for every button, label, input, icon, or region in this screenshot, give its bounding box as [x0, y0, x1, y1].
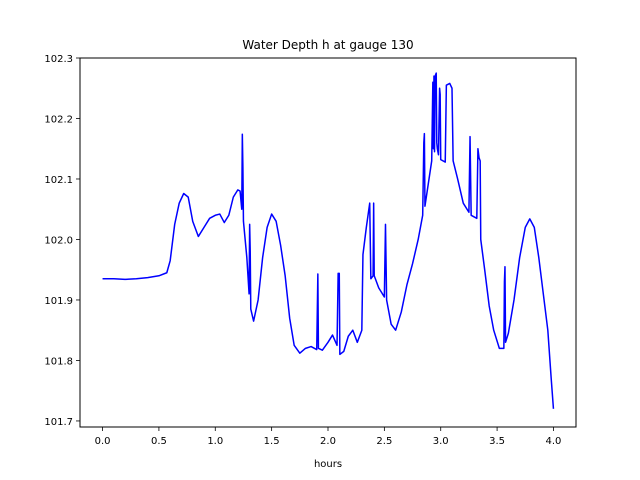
y-tick-label: 101.9: [44, 296, 73, 307]
y-tick-label: 102.2: [44, 114, 73, 125]
y-tick-label: 101.8: [44, 356, 73, 367]
x-axis-title: hours: [314, 459, 342, 470]
x-tick-label: 3.5: [489, 436, 505, 447]
axes-frame: [79, 57, 577, 428]
x-tick-label: 2.5: [376, 436, 392, 447]
x-tick-label: 0.5: [151, 436, 167, 447]
chart-title: Water Depth h at gauge 130: [242, 38, 413, 52]
x-axis: 0.0 0.5 1.0 1.5 2.0 2.5 3.0 3.5 4.0: [95, 427, 562, 447]
x-tick-label: 3.0: [433, 436, 449, 447]
x-tick-label: 4.0: [546, 436, 562, 447]
x-tick-label: 1.5: [264, 436, 280, 447]
x-tick-label: 1.0: [207, 436, 223, 447]
y-tick-label: 102.0: [44, 235, 73, 246]
y-tick-label: 102.1: [44, 175, 73, 186]
y-tick-label: 101.7: [44, 417, 73, 428]
series-line-0: [102, 72, 555, 409]
x-tick-label: 0.0: [95, 436, 111, 447]
plot-area: [102, 72, 555, 409]
y-axis: 101.7 101.8 101.9 102.0 102.1 102.2 102.3: [44, 54, 80, 428]
y-tick-label: 102.3: [44, 54, 73, 65]
x-tick-label: 2.0: [320, 436, 336, 447]
